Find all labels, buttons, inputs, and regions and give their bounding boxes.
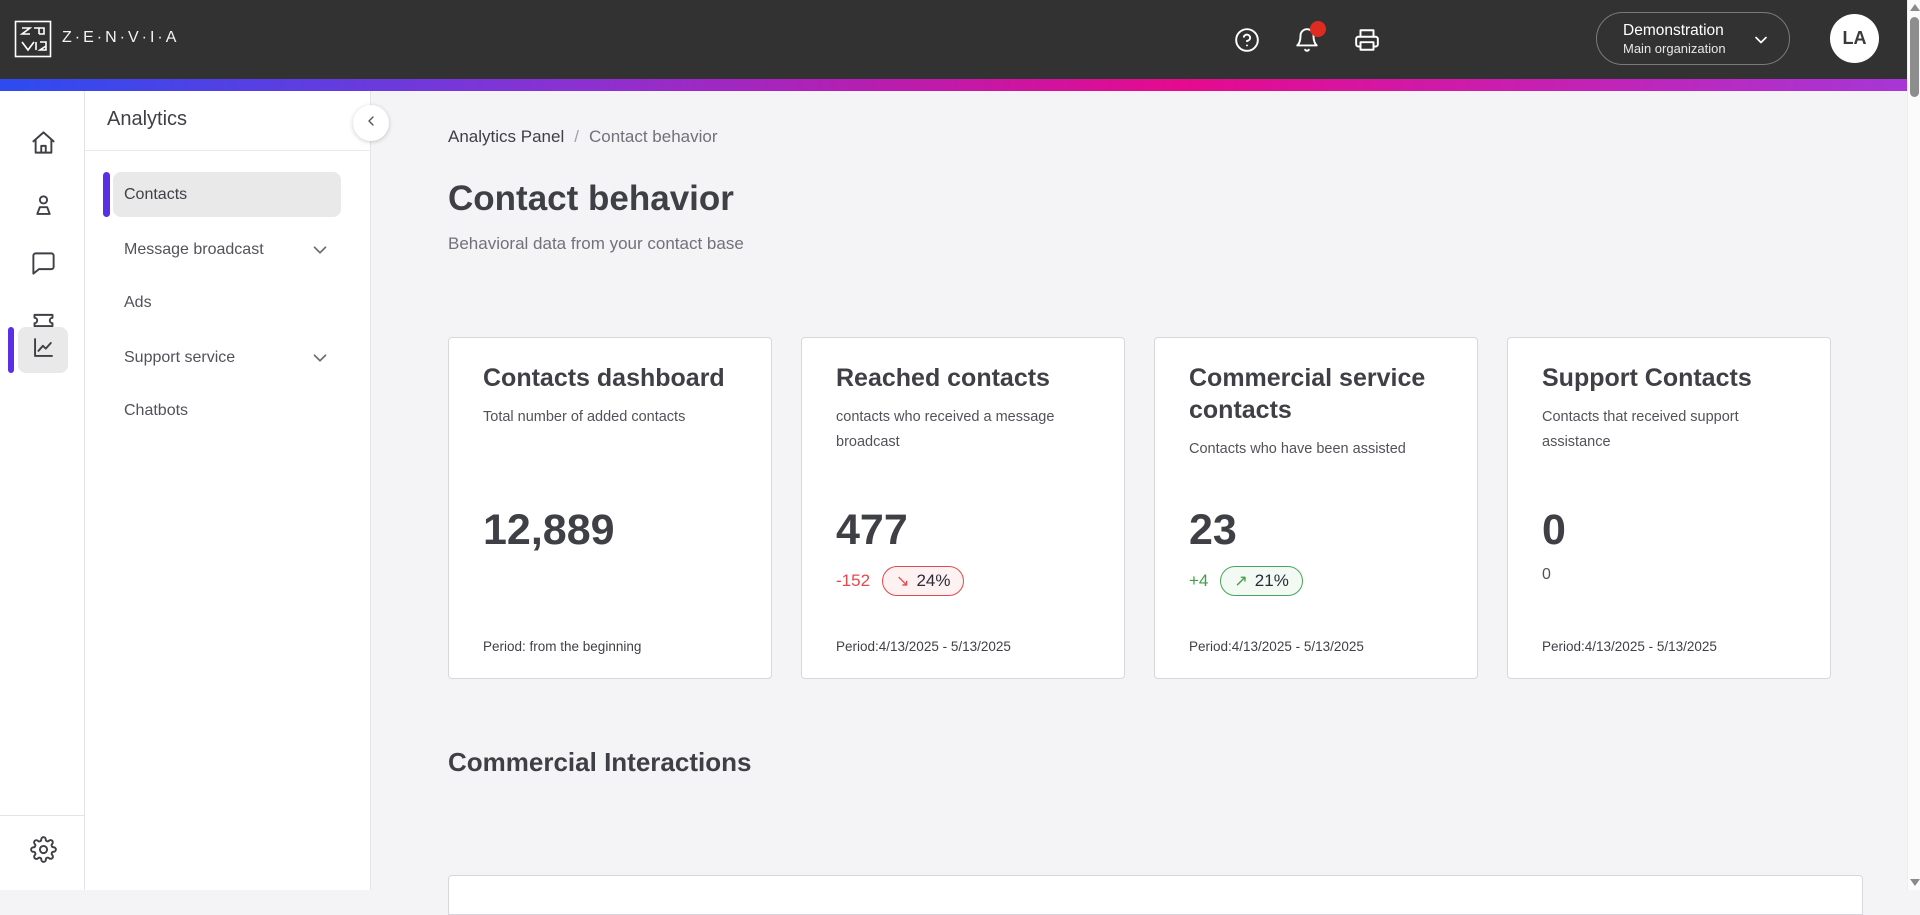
- brand-gradient-bar: [0, 79, 1907, 91]
- scrollbar-thumb[interactable]: [1910, 17, 1919, 97]
- trend-badge: ↘ 24%: [882, 566, 965, 596]
- collapse-panel-button[interactable]: [353, 105, 389, 141]
- card-title: Commercial service contacts: [1189, 364, 1426, 424]
- zenvia-logo-icon: [14, 20, 52, 58]
- ticket-icon: [30, 307, 57, 339]
- nav-item-chatbots[interactable]: Chatbots: [113, 388, 341, 433]
- vertical-scrollbar[interactable]: [1907, 0, 1920, 890]
- card-period: Period:4/13/2025 - 5/13/2025: [1542, 639, 1717, 654]
- delta-value: 0: [1542, 566, 1551, 583]
- chevron-down-icon: [309, 239, 331, 261]
- organization-name: Demonstration: [1623, 21, 1724, 39]
- trend-badge: ↗ 21%: [1220, 566, 1303, 596]
- card-subtitle: Contacts who have been assisted: [1189, 441, 1406, 457]
- panel-title: Analytics: [107, 108, 188, 130]
- card-support-contacts: Support Contacts Contacts that received …: [1507, 337, 1831, 679]
- chat-bubble-icon: [30, 250, 57, 282]
- card-value: 477: [836, 506, 908, 554]
- trend-up-icon: ↗: [1234, 573, 1248, 590]
- breadcrumb-analytics-panel[interactable]: Analytics Panel: [448, 127, 565, 146]
- page-title: Contact behavior: [448, 179, 734, 218]
- commercial-interactions-card: [448, 875, 1863, 915]
- printer-icon[interactable]: [1354, 27, 1380, 53]
- delta-row: -152 ↘ 24%: [836, 566, 965, 596]
- card-reached-contacts: Reached contacts contacts who received a…: [801, 337, 1125, 679]
- card-subtitle: Total number of added contacts: [483, 409, 686, 425]
- rail-divider: [0, 815, 85, 816]
- scroll-down-arrow[interactable]: [1910, 879, 1920, 886]
- card-title: Support Contacts: [1542, 364, 1752, 392]
- nav-item-label: Contacts: [124, 185, 188, 203]
- card-value: 12,889: [483, 506, 615, 554]
- page-subtitle: Behavioral data from your contact base: [448, 234, 744, 253]
- delta-row: 0: [1542, 566, 1551, 584]
- notification-badge: [1310, 20, 1326, 37]
- chevron-left-icon: [363, 113, 379, 134]
- home-icon: [30, 129, 57, 161]
- topbar: Z·E·N·V·I·A Demonstration Main organizat…: [0, 0, 1907, 79]
- section-heading-commercial-interactions: Commercial Interactions: [448, 747, 752, 777]
- help-icon[interactable]: [1234, 27, 1260, 53]
- notifications-bell-icon[interactable]: [1294, 20, 1326, 53]
- card-subtitle: Contacts that received support assistanc…: [1542, 409, 1739, 451]
- chevron-down-icon: [309, 347, 331, 369]
- brand-wordmark: Z·E·N·V·I·A: [62, 29, 180, 46]
- nav-item-ads[interactable]: Ads: [113, 280, 341, 325]
- nav-item-support-service[interactable]: Support service: [113, 335, 341, 380]
- card-value: 23: [1189, 506, 1237, 554]
- sidebar-item-conversations[interactable]: [18, 243, 68, 289]
- nav-item-message-broadcast[interactable]: Message broadcast: [113, 227, 341, 272]
- scroll-up-arrow[interactable]: [1910, 4, 1920, 11]
- breadcrumb-current: Contact behavior: [588, 127, 718, 146]
- card-commercial-service-contacts: Commercial service contacts Contacts who…: [1154, 337, 1478, 679]
- breadcrumb-separator: /: [574, 127, 579, 146]
- nav-item-contacts[interactable]: Contacts: [113, 172, 341, 217]
- active-nav-indicator: [103, 172, 110, 217]
- organization-switcher[interactable]: Demonstration Main organization: [1596, 12, 1790, 65]
- trend-percent: 24%: [916, 571, 951, 590]
- card-contacts-dashboard: Contacts dashboard Total number of added…: [448, 337, 772, 679]
- card-title: Reached contacts: [836, 364, 1050, 392]
- card-period: Period:4/13/2025 - 5/13/2025: [1189, 639, 1364, 654]
- person-icon: [30, 192, 57, 224]
- gear-icon: [29, 836, 57, 868]
- breadcrumb: Analytics Panel / Contact behavior: [448, 127, 718, 147]
- nav-item-label: Message broadcast: [124, 240, 264, 258]
- trend-percent: 21%: [1254, 571, 1289, 590]
- organization-type: Main organization: [1623, 40, 1726, 56]
- sidebar-item-home[interactable]: [18, 122, 68, 168]
- analytics-nav-panel: Analytics Contacts Message broadcast Ads…: [85, 91, 371, 890]
- sidebar-item-settings[interactable]: [18, 829, 68, 875]
- sidebar-item-contacts[interactable]: [18, 185, 68, 231]
- chevron-down-icon: [1751, 30, 1771, 50]
- delta-value: +4: [1189, 571, 1209, 590]
- delta-row: +4 ↗ 21%: [1189, 566, 1303, 596]
- active-rail-indicator: [8, 327, 14, 373]
- sidebar-item-analytics[interactable]: [18, 327, 68, 373]
- trend-down-icon: ↘: [896, 573, 910, 590]
- card-period: Period: from the beginning: [483, 639, 642, 654]
- panel-divider: [85, 150, 371, 151]
- kpi-cards-row: Contacts dashboard Total number of added…: [448, 337, 1831, 679]
- card-period: Period:4/13/2025 - 5/13/2025: [836, 639, 1011, 654]
- card-value: 0: [1542, 506, 1566, 554]
- icon-rail-sidebar: [0, 91, 85, 890]
- user-avatar[interactable]: LA: [1830, 14, 1879, 63]
- main-content: Analytics Panel / Contact behavior Conta…: [372, 91, 1907, 915]
- sidebar-item-tickets[interactable]: [18, 300, 68, 346]
- delta-value: -152: [836, 571, 871, 590]
- card-title: Contacts dashboard: [483, 364, 725, 392]
- nav-item-label: Chatbots: [124, 401, 189, 419]
- nav-item-label: Support service: [124, 348, 236, 366]
- nav-item-label: Ads: [124, 293, 152, 311]
- card-subtitle: contacts who received a message broadcas…: [836, 409, 1055, 451]
- line-chart-icon: [30, 334, 57, 366]
